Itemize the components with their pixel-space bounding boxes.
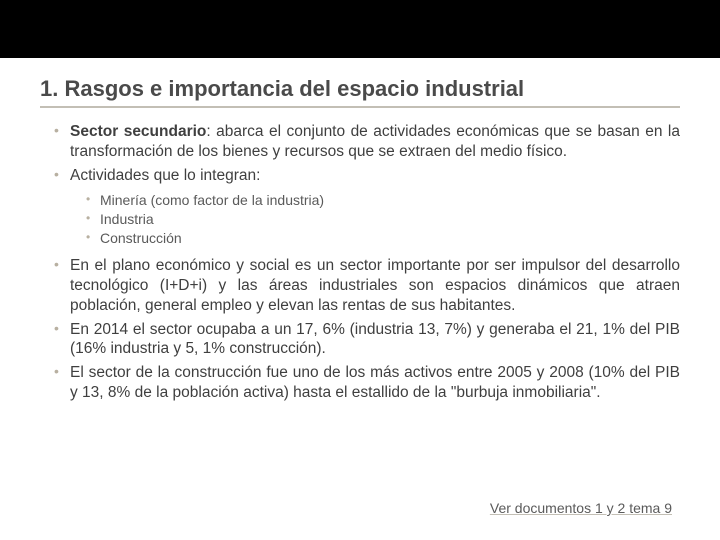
- slide-content: 1. Rasgos e importancia del espacio indu…: [0, 58, 720, 403]
- sub-bullet-mineria: Minería (como factor de la industria): [88, 191, 680, 210]
- top-bar: [0, 0, 720, 58]
- bullet-actividades: Actividades que lo integran:: [58, 166, 680, 186]
- footer-reference: Ver documentos 1 y 2 tema 9: [490, 500, 672, 516]
- bullet-lead: Sector secundario: [70, 123, 206, 140]
- slide-title: 1. Rasgos e importancia del espacio indu…: [40, 76, 680, 108]
- sub-bullet-construccion: Construcción: [88, 229, 680, 248]
- bullet-construccion: El sector de la construcción fue uno de …: [58, 363, 680, 403]
- sub-bullet-industria: Industria: [88, 210, 680, 229]
- main-bullet-list-2: En el plano económico y social es un sec…: [40, 256, 680, 403]
- main-bullet-list: Sector secundario: abarca el conjunto de…: [40, 122, 680, 185]
- bullet-2014: En 2014 el sector ocupaba a un 17, 6% (i…: [58, 320, 680, 360]
- bullet-plano-economico: En el plano económico y social es un sec…: [58, 256, 680, 315]
- bullet-sector-secundario: Sector secundario: abarca el conjunto de…: [58, 122, 680, 162]
- sub-bullet-list: Minería (como factor de la industria) In…: [40, 191, 680, 248]
